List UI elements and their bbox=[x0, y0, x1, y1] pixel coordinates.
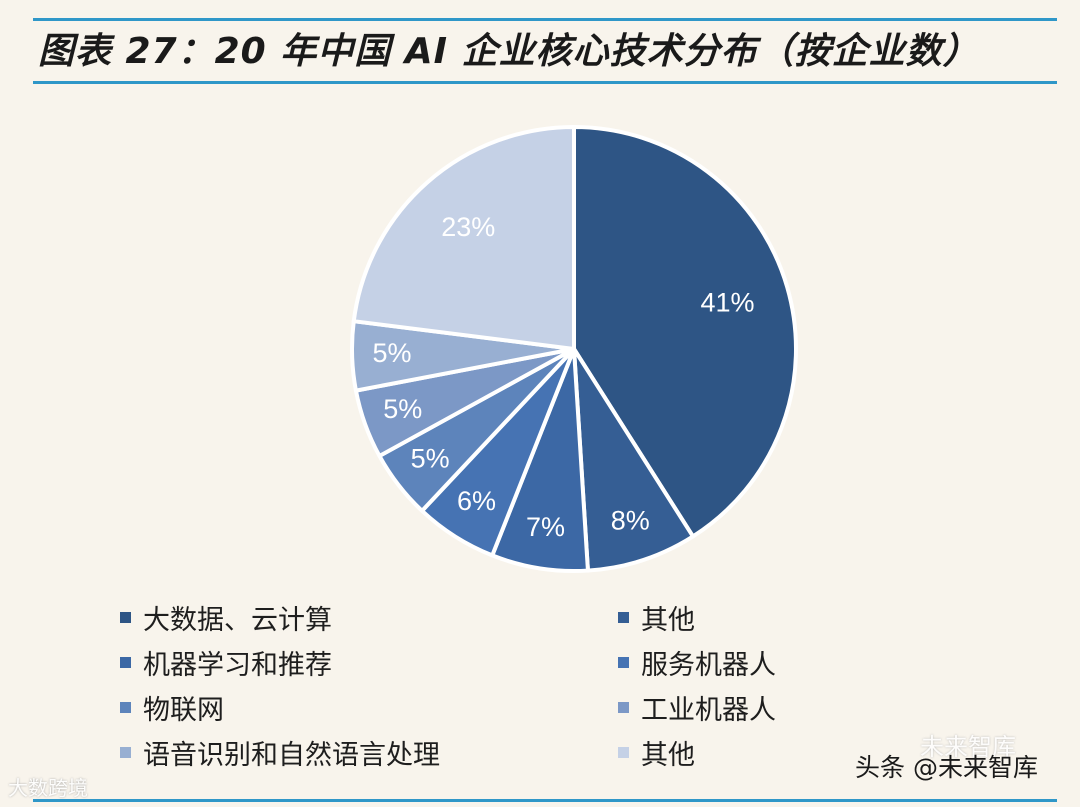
legend: 大数据、云计算 其他 机器学习和推荐 服务机器人 物联网 工业机器人 语音识别和自然语言处理… bbox=[120, 598, 820, 778]
pie-slice bbox=[572, 347, 695, 573]
legend-swatch bbox=[120, 747, 131, 758]
slice-data-label: 7% bbox=[526, 512, 565, 542]
slice-data-label: 5% bbox=[411, 444, 450, 474]
top-rule bbox=[33, 18, 1057, 21]
legend-item: 服务机器人 bbox=[618, 643, 776, 682]
slice-data-label: 8% bbox=[611, 505, 650, 535]
legend-swatch bbox=[618, 657, 629, 668]
legend-item: 工业机器人 bbox=[618, 688, 776, 727]
slice-data-label: 6% bbox=[457, 486, 496, 516]
watermark-toutiao: 头条 @未来智库 bbox=[855, 753, 1038, 782]
bottom-rule bbox=[33, 799, 1057, 802]
legend-item: 物联网 bbox=[120, 688, 224, 727]
legend-label: 工业机器人 bbox=[641, 695, 776, 726]
legend-swatch bbox=[618, 702, 629, 713]
chart-title: 图表 27：20 年中国 AI 企业核心技术分布（按企业数） bbox=[38, 31, 980, 72]
slice-data-label: 5% bbox=[383, 394, 422, 424]
slice-data-label: 41% bbox=[700, 288, 754, 318]
legend-swatch bbox=[120, 657, 131, 668]
legend-label: 其他 bbox=[641, 605, 695, 636]
legend-swatch bbox=[618, 612, 629, 623]
legend-label: 物联网 bbox=[143, 695, 224, 726]
watermark-faint: 未来智库 bbox=[920, 733, 1016, 761]
legend-item: 机器学习和推荐 bbox=[120, 643, 332, 682]
legend-label: 其他 bbox=[641, 740, 695, 771]
legend-item: 语音识别和自然语言处理 bbox=[120, 733, 440, 772]
legend-item: 其他 bbox=[618, 598, 695, 637]
slice-data-label: 5% bbox=[373, 338, 412, 368]
legend-label: 服务机器人 bbox=[641, 650, 776, 681]
legend-item: 大数据、云计算 bbox=[120, 598, 332, 637]
legend-swatch bbox=[618, 747, 629, 758]
legend-label: 机器学习和推荐 bbox=[143, 650, 332, 681]
slice-data-label: 23% bbox=[441, 212, 495, 242]
watermark-left: 大数跨境 bbox=[8, 776, 88, 800]
pie-slice bbox=[351, 125, 576, 351]
legend-item: 其他 bbox=[618, 733, 695, 772]
legend-label: 大数据、云计算 bbox=[143, 605, 332, 636]
legend-swatch bbox=[120, 702, 131, 713]
title-rule bbox=[33, 81, 1057, 84]
legend-label: 语音识别和自然语言处理 bbox=[143, 740, 440, 771]
legend-swatch bbox=[120, 612, 131, 623]
